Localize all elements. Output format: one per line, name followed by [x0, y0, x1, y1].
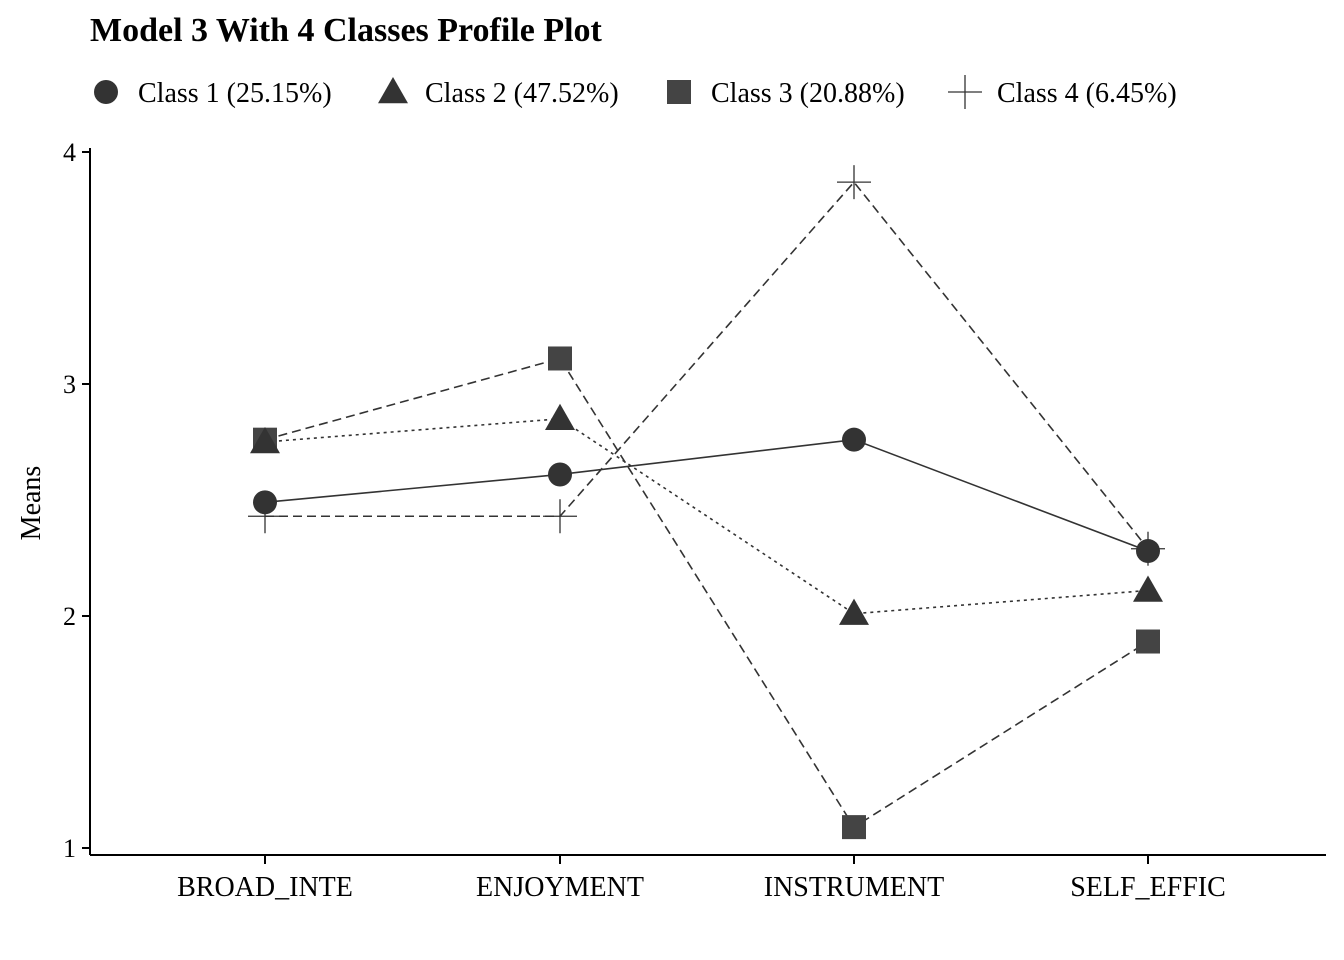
data-point-class-2 [839, 598, 869, 625]
y-tick-label: 3 [63, 370, 76, 399]
data-point-class-2 [1133, 575, 1163, 602]
data-point-class-4 [837, 165, 871, 200]
y-axis-label: Means [16, 466, 47, 541]
y-tick-label: 4 [63, 138, 76, 167]
x-tick-label: INSTRUMENT [764, 872, 944, 903]
legend-marker-circle [94, 80, 118, 104]
data-point-class-1 [842, 427, 866, 452]
legend-marker-cross [948, 75, 982, 109]
x-tick-label: ENJOYMENT [476, 872, 644, 903]
data-point-class-3 [548, 346, 572, 371]
series-line-4 [265, 180, 1149, 550]
chart-title: Model 3 With 4 Classes Profile Plot [90, 12, 602, 49]
data-point-class-4 [543, 499, 577, 534]
data-point-class-1 [548, 462, 572, 487]
legend-marker-square [667, 80, 691, 104]
series-line-1 [264, 438, 1149, 552]
data-point-class-3 [1136, 629, 1160, 654]
legend-label: Class 2 (47.52%) [425, 78, 619, 109]
series-lines [264, 180, 1149, 829]
series-markers [248, 165, 1165, 840]
data-point-class-3 [842, 815, 866, 840]
axes: 1 2 3 4 BROAD_INTE ENJOYMENT INSTRUMENT SELF_EF… [63, 138, 1326, 903]
legend-label: Class 4 (6.45%) [997, 78, 1177, 109]
data-point-class-2 [545, 403, 575, 431]
legend-marker-triangle [378, 77, 408, 104]
data-point-class-2 [250, 427, 280, 454]
x-tick-label: SELF_EFFIC [1070, 872, 1226, 903]
series-line-2 [264, 417, 1149, 615]
data-point-class-1 [253, 490, 277, 515]
legend: Class 1 (25.15%) Class 2 (47.52%) Class 3 … [94, 75, 1177, 109]
y-tick-label: 2 [63, 602, 76, 631]
data-point-class-1 [1136, 539, 1160, 564]
x-tick-label: BROAD_INTE [177, 872, 353, 903]
series-line-3 [264, 357, 1149, 829]
y-tick-label: 1 [63, 834, 76, 863]
legend-label: Class 1 (25.15%) [138, 78, 332, 109]
legend-label: Class 3 (20.88%) [711, 78, 905, 109]
